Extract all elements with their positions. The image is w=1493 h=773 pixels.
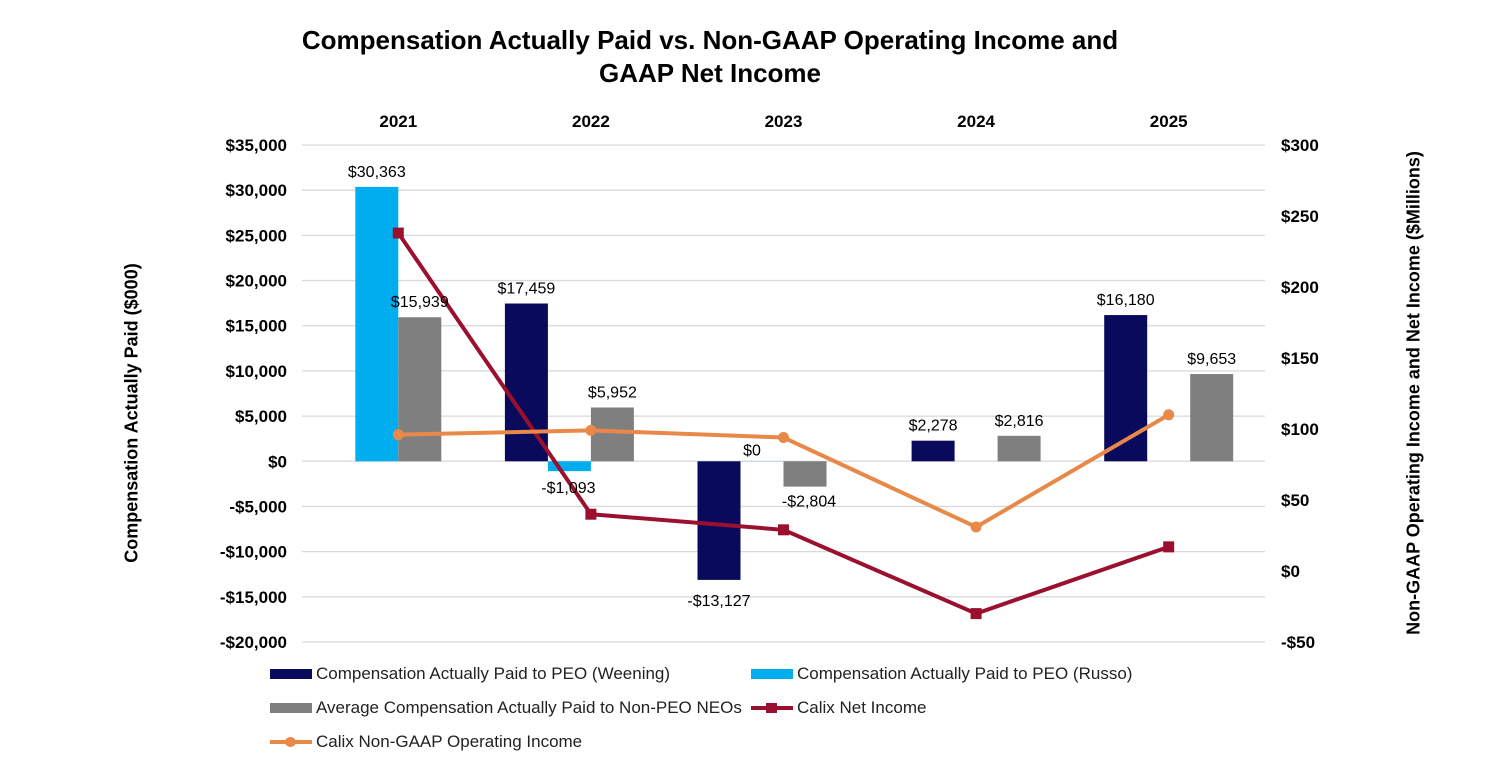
legend-swatch-weening (270, 669, 312, 679)
bar-weening-2024 (911, 440, 955, 462)
marker-non-gaap-operating-income-2022 (585, 424, 597, 436)
left-tick-label: $15,000 (226, 317, 287, 336)
marker-net-income-2021 (392, 227, 404, 239)
bar-weening-2023 (697, 461, 741, 580)
legend-item-net-income: Calix Net Income (751, 698, 926, 718)
bar-russo-2021 (355, 186, 399, 462)
left-tick-label: $35,000 (226, 136, 287, 155)
data-label: $2,278 (909, 418, 958, 435)
data-label: -$2,804 (782, 494, 836, 511)
right-tick-label: $200 (1281, 278, 1319, 297)
data-label: $0 (743, 442, 761, 459)
legend-label-weening: Compensation Actually Paid to PEO (Weeni… (316, 664, 671, 683)
right-tick-label: $100 (1281, 420, 1319, 439)
data-label: $15,939 (391, 294, 449, 311)
left-tick-label: $0 (268, 452, 287, 471)
data-label: $5,952 (588, 384, 637, 401)
legend-item-russo: Compensation Actually Paid to PEO (Russo… (751, 664, 1132, 684)
legend-label-non-gaap-operating-income: Calix Non-GAAP Operating Income (316, 732, 583, 751)
left-tick-label: -$5,000 (229, 497, 287, 516)
data-label: -$1,093 (541, 480, 595, 497)
left-tick-label: $5,000 (235, 407, 287, 426)
bar-weening-2025 (1104, 315, 1148, 462)
data-label: $30,363 (348, 164, 406, 181)
right-tick-label: $0 (1281, 562, 1300, 581)
chart-title-line2: GAAP Net Income (598, 58, 821, 88)
legend-swatch-net-income (751, 703, 793, 713)
left-tick-label: $10,000 (226, 362, 287, 381)
bar-non-peo-2022 (590, 407, 634, 462)
legend-swatch-non-gaap-operating-income (270, 737, 312, 747)
left-tick-label: $20,000 (226, 272, 287, 291)
right-tick-label: $150 (1281, 349, 1319, 368)
legend-item-non-gaap-operating-income: Calix Non-GAAP Operating Income (270, 732, 582, 752)
marker-non-gaap-operating-income-2023 (778, 432, 789, 444)
left-tick-label: -$15,000 (220, 588, 287, 607)
right-tick-label: $300 (1281, 136, 1319, 155)
bar-non-peo-2021 (398, 317, 442, 462)
bar-non-peo-2023 (783, 461, 827, 487)
marker-non-gaap-operating-income-2021 (392, 429, 404, 441)
category-label: 2024 (957, 112, 995, 131)
legend-item-weening: Compensation Actually Paid to PEO (Weeni… (270, 664, 670, 684)
bar-russo-2022 (547, 461, 591, 472)
right-tick-label: $250 (1281, 207, 1319, 226)
category-label: 2022 (572, 112, 610, 131)
marker-non-gaap-operating-income-2025 (1163, 409, 1175, 421)
data-label: $9,653 (1187, 351, 1236, 368)
category-label: 2023 (765, 112, 803, 131)
left-tick-label: -$10,000 (220, 543, 287, 562)
legend-label-non-peo-neos: Average Compensation Actually Paid to No… (316, 698, 742, 717)
data-label: $17,459 (497, 281, 555, 298)
chart-title-line1: Compensation Actually Paid vs. Non-GAAP … (301, 25, 1119, 55)
left-tick-label: -$20,000 (220, 633, 287, 652)
data-label: $2,816 (995, 413, 1044, 430)
data-label: -$13,127 (687, 593, 750, 610)
marker-net-income-2025 (1163, 541, 1175, 553)
legend-item-non-peo-neos: Average Compensation Actually Paid to No… (270, 698, 742, 718)
right-tick-label: $50 (1281, 491, 1309, 510)
legend-label-net-income: Calix Net Income (797, 698, 927, 717)
bar-weening-2022 (504, 303, 548, 462)
legend-swatch-non-peo-neos (270, 703, 312, 713)
marker-net-income-2022 (585, 508, 597, 520)
marker-net-income-2024 (970, 608, 982, 620)
left-tick-label: $30,000 (226, 181, 287, 200)
bar-non-peo-2024 (997, 435, 1041, 462)
legend-label-russo: Compensation Actually Paid to PEO (Russo… (797, 664, 1133, 683)
category-label: 2021 (379, 112, 417, 131)
legend-swatch-russo (751, 669, 793, 679)
right-tick-label: -$50 (1281, 633, 1315, 652)
marker-net-income-2023 (778, 524, 789, 536)
data-label: $16,180 (1097, 292, 1155, 309)
left-tick-label: $25,000 (226, 226, 287, 245)
category-label: 2025 (1150, 112, 1188, 131)
bar-non-peo-2025 (1190, 374, 1234, 462)
marker-non-gaap-operating-income-2024 (970, 521, 982, 533)
